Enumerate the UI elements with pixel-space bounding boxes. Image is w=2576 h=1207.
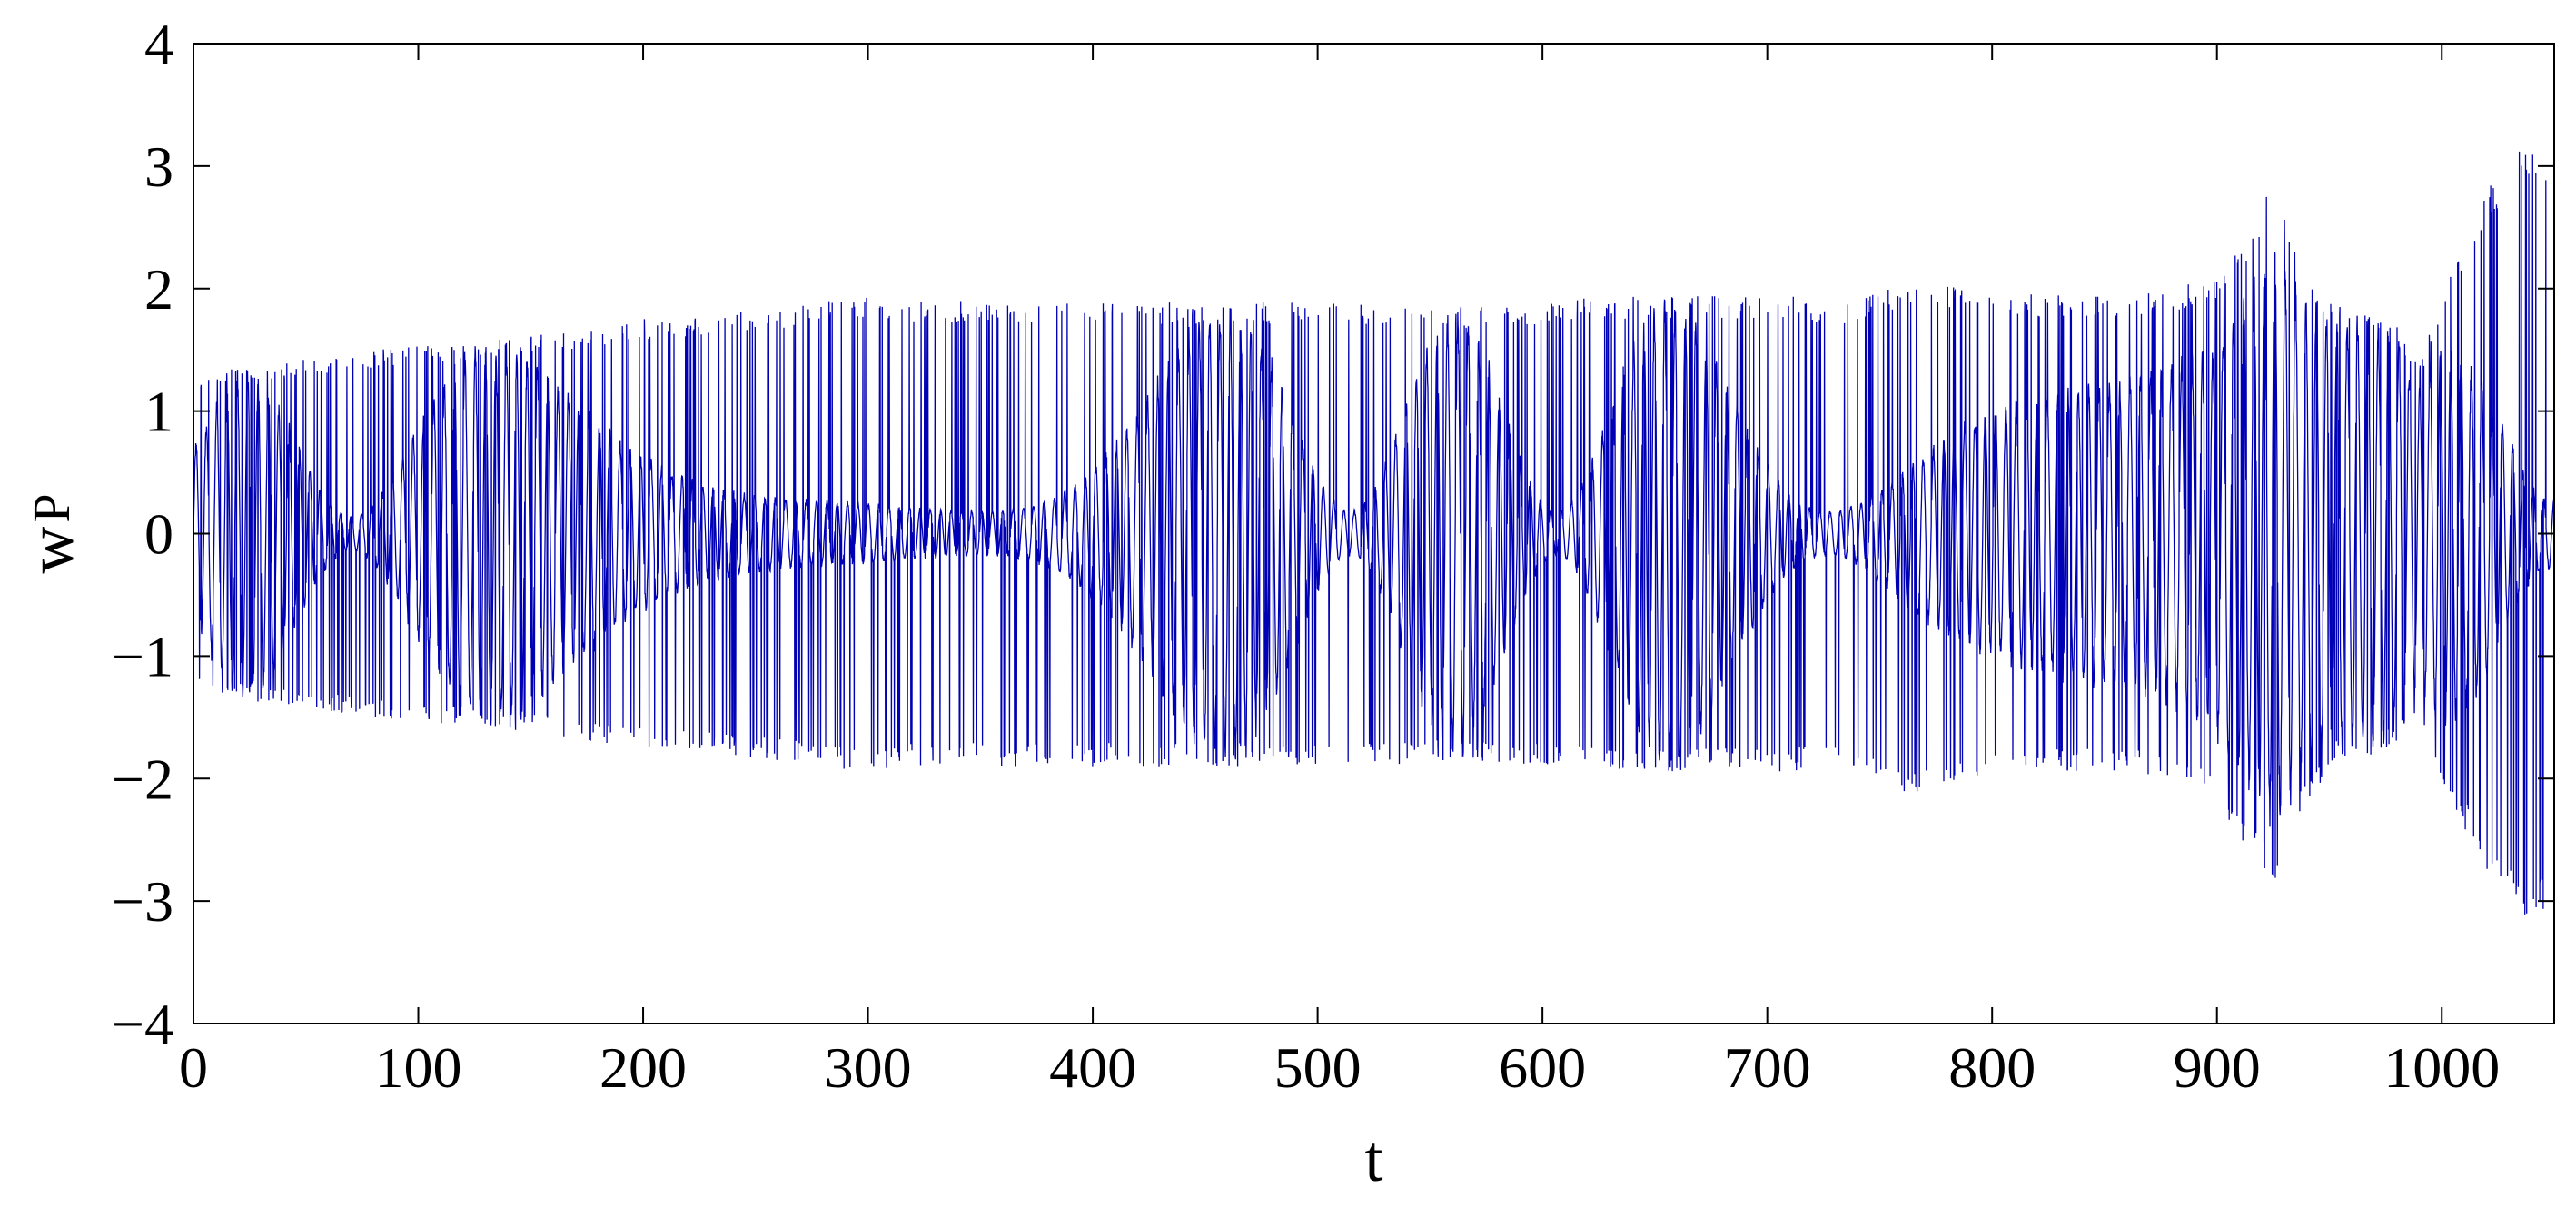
x-axis-label: t: [1364, 1123, 1382, 1195]
y-axis-label: wP: [15, 493, 87, 573]
y-tick-label: −3: [112, 869, 173, 934]
y-axis-label-subscript: P: [22, 493, 81, 522]
x-tick-label: 500: [1274, 1035, 1362, 1100]
x-tick-label: 200: [599, 1035, 687, 1100]
y-tick-label: 3: [144, 134, 173, 199]
y-axis-label-main: w: [15, 527, 87, 574]
y-tick-label: 0: [144, 502, 173, 567]
x-axis: 0 100 200 300 400 500 600 700 800 900 1000: [179, 44, 2500, 1100]
y-tick-label: −1: [112, 624, 173, 688]
series-line-wp: [193, 151, 2554, 915]
x-tick-label: 300: [825, 1035, 912, 1100]
svg-text:wP: wP: [15, 493, 87, 573]
x-tick-label: 800: [1948, 1035, 2036, 1100]
y-tick-label: 2: [144, 257, 173, 322]
x-tick-label: 400: [1049, 1035, 1136, 1100]
y-tick-label: −2: [112, 747, 173, 811]
x-tick-label: 100: [375, 1035, 462, 1100]
x-tick-label: 700: [1724, 1035, 1811, 1100]
x-tick-label: 1000: [2383, 1035, 2500, 1100]
x-tick-label: 0: [179, 1035, 208, 1100]
y-tick-label: 4: [144, 12, 173, 76]
x-tick-label: 600: [1499, 1035, 1586, 1100]
x-tick-label: 900: [2174, 1035, 2261, 1100]
y-tick-label: −4: [112, 992, 173, 1056]
y-axis: −4 −3 −2 −1 0 1 2 3 4: [112, 12, 2554, 1056]
y-tick-label: 1: [144, 380, 173, 444]
